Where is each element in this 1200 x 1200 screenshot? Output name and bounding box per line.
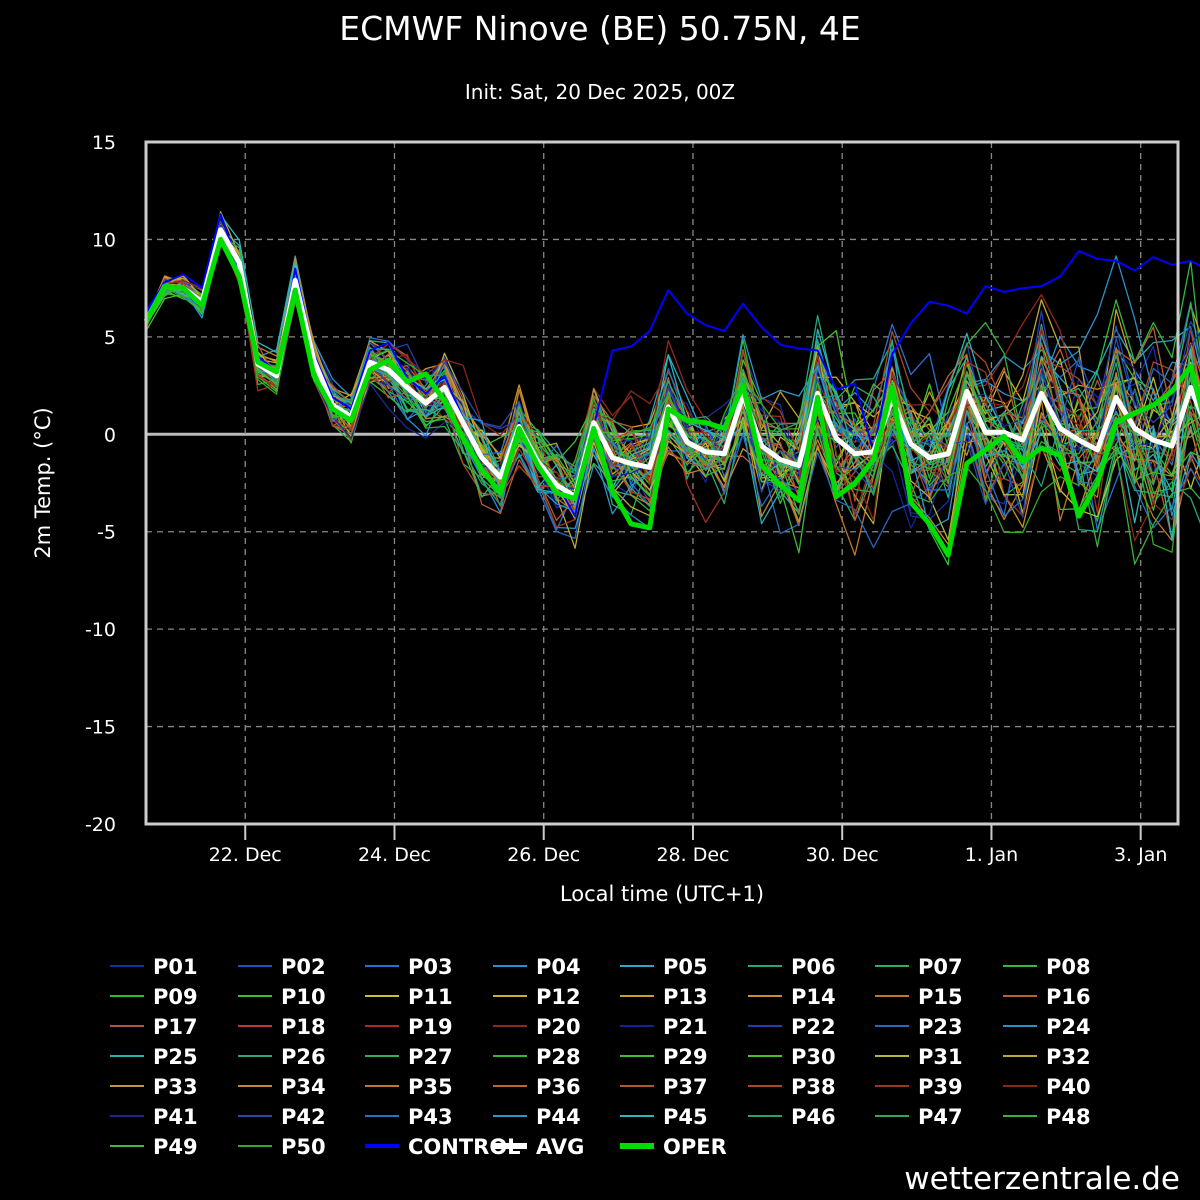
- legend-label: P30: [791, 1045, 836, 1069]
- legend-label: P32: [1046, 1045, 1091, 1069]
- legend-label: P09: [153, 985, 198, 1009]
- legend-label: P06: [791, 955, 836, 979]
- legend-label: P27: [408, 1045, 453, 1069]
- legend-label: P12: [536, 985, 581, 1009]
- legend-label: P03: [408, 955, 453, 979]
- legend-label: P02: [281, 955, 326, 979]
- y-tick-label: 0: [104, 424, 116, 446]
- legend-label: P16: [1046, 985, 1091, 1009]
- legend-label: P21: [663, 1015, 708, 1039]
- legend-label: P37: [663, 1075, 708, 1099]
- legend-label: P49: [153, 1135, 198, 1159]
- legend-label: P46: [791, 1105, 836, 1129]
- legend-label: P08: [1046, 955, 1091, 979]
- x-tick-label: 22. Dec: [209, 844, 282, 866]
- legend-label: P41: [153, 1105, 198, 1129]
- legend-label: P15: [918, 985, 963, 1009]
- x-axis-ticks: 22. Dec 24. Dec 26. Dec 28. Dec 30. Dec 1. Ja…: [209, 824, 1167, 866]
- plot-frame: [144, 140, 1180, 826]
- legend-label: P19: [408, 1015, 453, 1039]
- y-tick-label: 15: [92, 132, 116, 154]
- plot-series: [143, 211, 1200, 566]
- legend-label: P38: [791, 1075, 836, 1099]
- legend-label: P17: [153, 1015, 198, 1039]
- legend-label: P05: [663, 955, 708, 979]
- y-tick-label: -10: [85, 619, 116, 641]
- y-axis-label: 2m Temp. (°C): [31, 407, 55, 558]
- legend-label: P18: [281, 1015, 326, 1039]
- x-tick-label: 3. Jan: [1114, 844, 1167, 866]
- chart-subtitle: Init: Sat, 20 Dec 2025, 00Z: [465, 80, 735, 104]
- legend-label: P47: [918, 1105, 963, 1129]
- x-tick-label: 26. Dec: [507, 844, 580, 866]
- legend-label: P20: [536, 1015, 581, 1039]
- legend-label: P23: [918, 1015, 963, 1039]
- series-line-control: [145, 213, 1200, 518]
- series-line-avg: [143, 227, 1200, 500]
- x-tick-label: 28. Dec: [656, 844, 729, 866]
- legend-label: P10: [281, 985, 326, 1009]
- x-tick-label: 24. Dec: [358, 844, 431, 866]
- legend-label: P01: [153, 955, 198, 979]
- y-tick-label: -20: [85, 814, 116, 836]
- legend-label: P42: [281, 1105, 326, 1129]
- x-axis-label: Local time (UTC+1): [560, 882, 764, 906]
- legend-label: P04: [536, 955, 581, 979]
- legend-label: P44: [536, 1105, 581, 1129]
- legend-label: P22: [791, 1015, 836, 1039]
- legend-label: P31: [918, 1045, 963, 1069]
- y-tick-label: 5: [104, 327, 116, 349]
- legend-label: P11: [408, 985, 453, 1009]
- y-tick-label: -15: [85, 717, 116, 739]
- legend-label: P26: [281, 1045, 326, 1069]
- legend-label: P13: [663, 985, 708, 1009]
- legend-label: P07: [918, 955, 963, 979]
- legend-label: AVG: [536, 1135, 584, 1159]
- y-tick-label: -5: [97, 522, 116, 544]
- legend-label: P36: [536, 1075, 581, 1099]
- x-tick-label: 30. Dec: [806, 844, 879, 866]
- legend: P01 P02 P03 P04 P05 P06 P07 P08 P09 P10 P11 P12 P13 P…: [110, 955, 1091, 1159]
- legend-label: P34: [281, 1075, 326, 1099]
- legend-label: P25: [153, 1045, 198, 1069]
- legend-label: OPER: [663, 1135, 727, 1159]
- legend-label: P43: [408, 1105, 453, 1129]
- legend-label: P45: [663, 1105, 708, 1129]
- legend-label: P40: [1046, 1075, 1091, 1099]
- legend-label: P14: [791, 985, 836, 1009]
- legend-label: P35: [408, 1075, 453, 1099]
- legend-label: P28: [536, 1045, 581, 1069]
- y-axis-ticks: 15 10 5 0 -5 -10 -15 -20: [85, 132, 116, 836]
- series-line-p37: [145, 231, 1200, 522]
- legend-label: P29: [663, 1045, 708, 1069]
- y-tick-label: 10: [92, 229, 116, 251]
- legend-label: P39: [918, 1075, 963, 1099]
- legend-label: P48: [1046, 1105, 1091, 1129]
- watermark: wetterzentrale.de: [904, 1161, 1180, 1197]
- legend-label: P33: [153, 1075, 198, 1099]
- legend-label: P50: [281, 1135, 326, 1159]
- series-line-oper: [143, 236, 1200, 558]
- x-tick-label: 1. Jan: [965, 844, 1018, 866]
- legend-label: P24: [1046, 1015, 1091, 1039]
- chart-title: ECMWF Ninove (BE) 50.75N, 4E: [339, 9, 860, 48]
